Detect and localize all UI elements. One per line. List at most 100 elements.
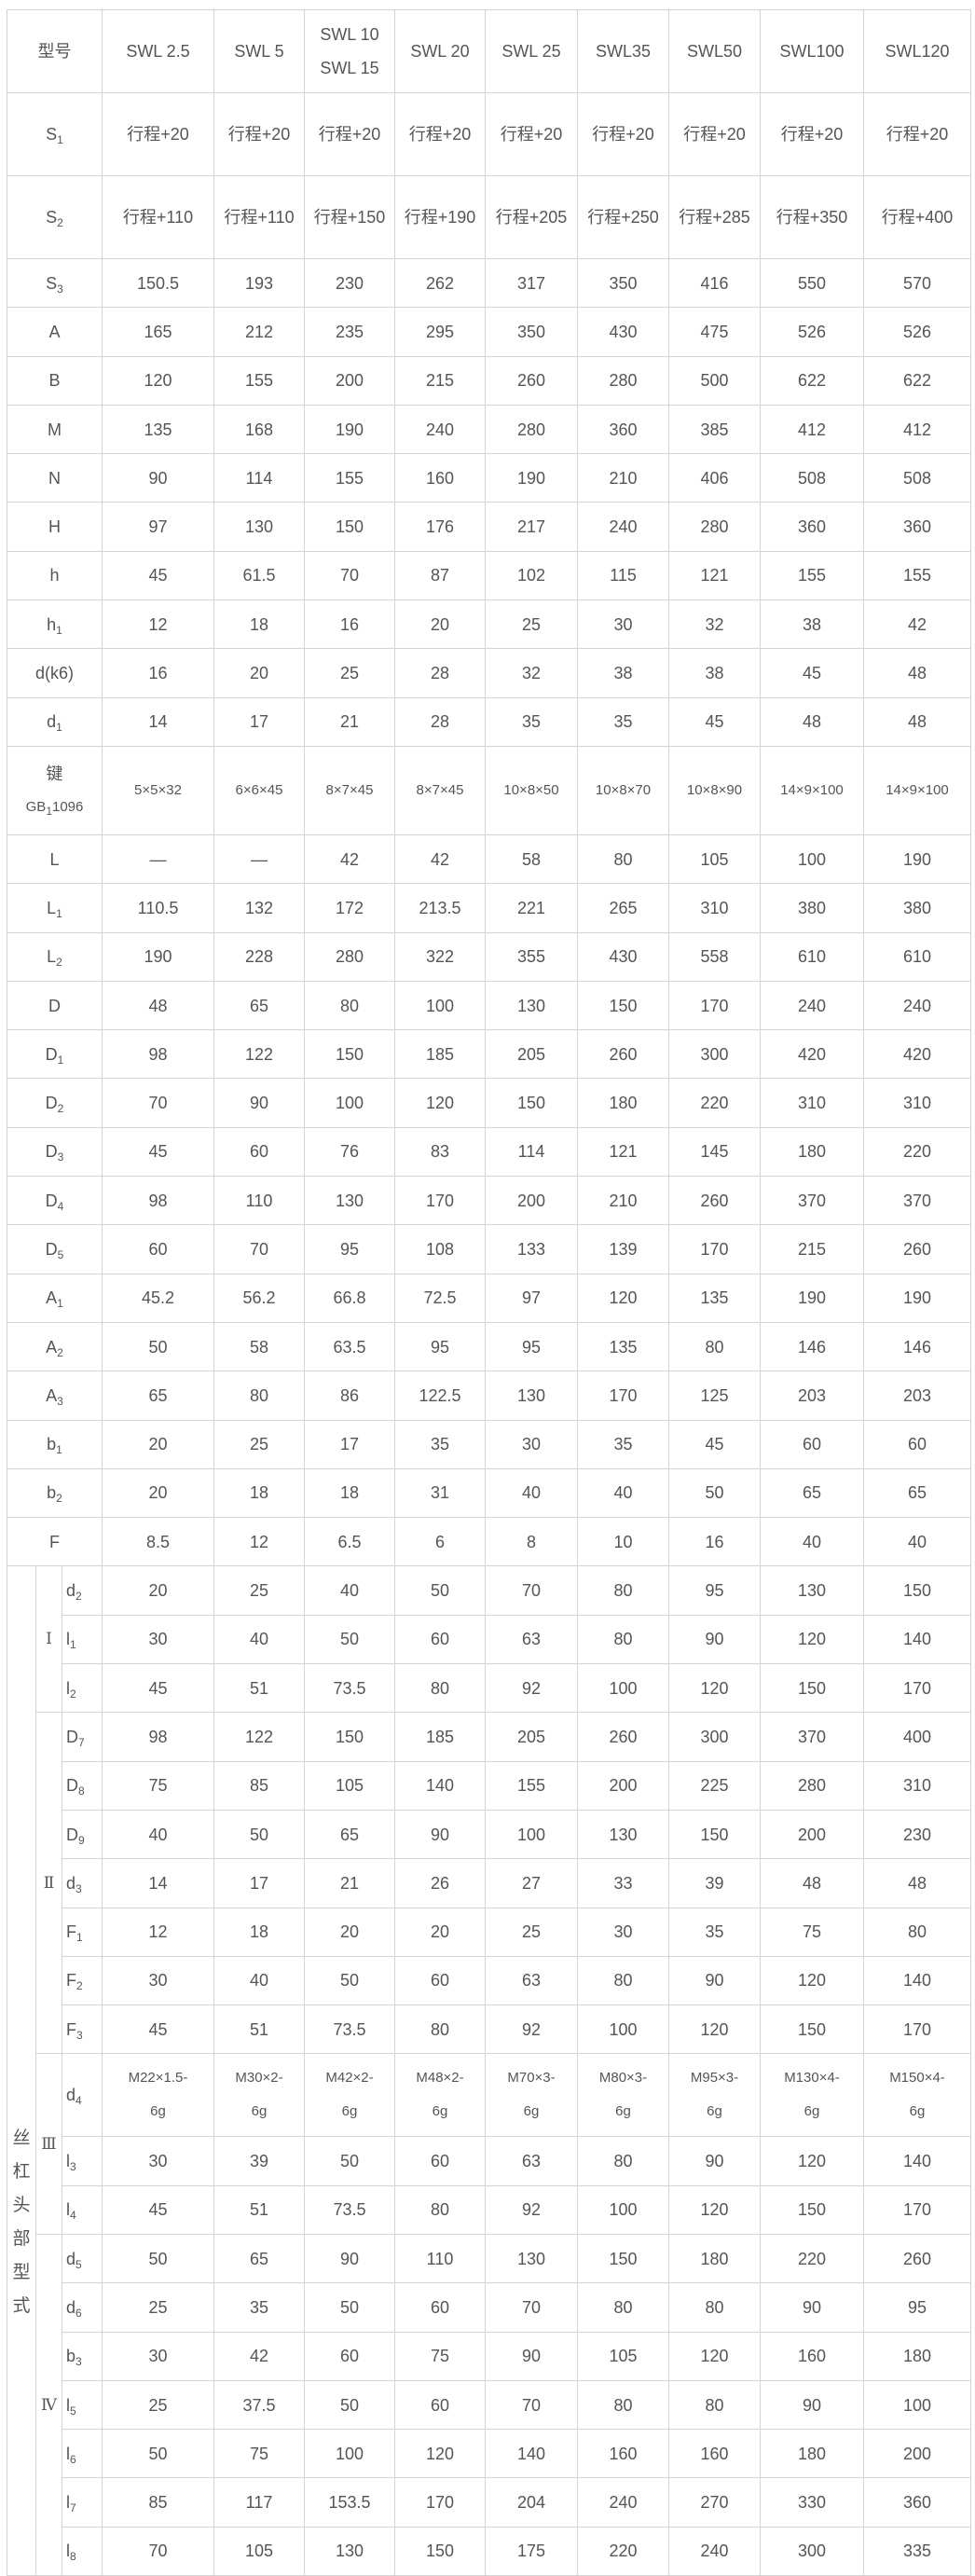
value-cell: 35 — [485, 696, 578, 747]
param-name: F — [66, 2019, 76, 2039]
head-type-numeral: Ⅰ — [46, 1630, 52, 1649]
value-text: 508 — [797, 468, 827, 488]
value-cell: 45 — [102, 1663, 214, 1714]
value-cell: 120 — [668, 2184, 761, 2235]
thread-spec: M30×2-6g — [235, 2070, 283, 2120]
value-text: 86 — [339, 1385, 360, 1405]
value-text: 行程+20 — [683, 125, 746, 144]
value-cell: 180 — [577, 1078, 669, 1128]
value-text: 45 — [148, 566, 168, 585]
value-text: 70 — [521, 2395, 542, 2415]
value-cell: 295 — [394, 307, 486, 357]
value-text: 120 — [700, 2019, 729, 2039]
value-cell: 行程+110 — [102, 175, 214, 259]
value-cell: 406 — [668, 453, 761, 503]
value-text: 27 — [521, 1873, 542, 1893]
row-label: b1 — [7, 1419, 103, 1469]
value-cell: 40 — [304, 1565, 395, 1616]
value-cell: 行程+250 — [577, 175, 669, 259]
value-cell: 100 — [485, 1809, 578, 1860]
value-cell: 行程+285 — [668, 175, 761, 259]
value-text: 50 — [339, 1630, 360, 1649]
value-text: 行程+20 — [127, 125, 189, 144]
table-row: D3 45 60 76 83 114 121 145 180 220 — [7, 1126, 971, 1178]
value-cell: 行程+350 — [760, 175, 864, 259]
value-cell: 35 — [577, 1419, 669, 1469]
value-text: 60 — [802, 1435, 822, 1454]
value-text: 205 — [516, 1727, 546, 1746]
value-cell: 355 — [485, 931, 578, 982]
value-cell: 130 — [213, 502, 305, 552]
table-row: H 97 130 150 176 217 240 280 360 360 — [7, 502, 971, 552]
value-text: 90 — [430, 1825, 450, 1844]
value-cell: 20 — [213, 648, 305, 698]
value-cell: 412 — [863, 404, 971, 455]
value-cell: 28 — [394, 696, 486, 747]
value-cell: 280 — [760, 1760, 864, 1811]
value-cell: 58 — [485, 833, 578, 885]
value-cell: 215 — [394, 355, 486, 406]
value-text: 60 — [430, 2297, 450, 2317]
value-text: 380 — [902, 898, 932, 917]
value-cell: 86 — [304, 1371, 395, 1421]
value-text: 200 — [516, 1191, 546, 1210]
value-text: 45 — [148, 1142, 168, 1162]
value-cell: 31 — [394, 1467, 486, 1519]
value-text: 155 — [797, 566, 827, 585]
param-name: A — [48, 322, 61, 341]
value-text: 114 — [245, 468, 273, 488]
value-text: 150 — [516, 1094, 546, 1113]
value-text: 行程+250 — [587, 208, 659, 227]
value-cell: 30 — [102, 1955, 214, 2006]
value-cell: 526 — [863, 307, 971, 357]
value-cell: 180 — [760, 1126, 864, 1178]
value-cell: 190 — [485, 453, 578, 503]
value-cell: 50 — [102, 1321, 214, 1372]
row-label: d1 — [7, 696, 103, 747]
param-name: l — [66, 2152, 70, 2171]
value-cell: 190 — [863, 1273, 971, 1323]
value-cell: 330 — [760, 2477, 864, 2528]
param-subscript: 7 — [78, 1735, 85, 1749]
value-cell: 25 — [485, 1907, 578, 1957]
value-cell: 90 — [668, 2136, 761, 2186]
value-text: 150 — [335, 1727, 364, 1746]
head-type-label: Ⅳ — [35, 2233, 62, 2576]
value-text: 35 — [613, 1435, 633, 1454]
value-cell: 280 — [577, 355, 669, 406]
value-text: 280 — [516, 420, 546, 439]
value-text: 42 — [430, 849, 450, 869]
value-text: 165 — [144, 322, 172, 341]
value-cell: 80 — [577, 1955, 669, 2006]
value-text: 30 — [148, 2347, 168, 2366]
value-text: 98 — [148, 1727, 168, 1746]
value-text: 400 — [902, 1727, 932, 1746]
table-row: A 165 212 235 295 350 430 475 526 526 — [7, 307, 971, 357]
thread-spec: M150×4-6g — [889, 2070, 945, 2120]
param-name: l — [66, 2200, 70, 2220]
value-text: 14×9×100 — [886, 781, 949, 798]
value-text: 65 — [249, 996, 269, 1015]
value-cell: 95 — [394, 1321, 486, 1372]
table-row: F1 12 18 20 20 25 30 35 75 80 — [7, 1907, 971, 1957]
value-cell: 10×8×50 — [485, 745, 578, 835]
value-cell: 60 — [863, 1419, 971, 1469]
value-text: 63.5 — [333, 1337, 366, 1357]
value-cell: 172 — [304, 883, 395, 933]
value-text: 72.5 — [423, 1288, 457, 1308]
value-text: 30 — [148, 1630, 168, 1649]
value-text: 526 — [902, 322, 932, 341]
value-cell: 360 — [577, 404, 669, 455]
value-cell: 280 — [304, 931, 395, 982]
value-text: 65 — [249, 2249, 269, 2268]
row-label: D — [7, 980, 103, 1031]
value-cell: 180 — [668, 2233, 761, 2284]
value-text: 550 — [797, 273, 827, 293]
value-text: 45.2 — [141, 1288, 175, 1308]
row-label: l1 — [62, 1614, 103, 1665]
value-cell: 90 — [760, 2379, 864, 2431]
value-cell: 185 — [394, 1029, 486, 1080]
table-row: l8 70 105 130 150 175 220 240 300 335 — [7, 2526, 971, 2576]
value-text: 170 — [609, 1385, 638, 1405]
param-name: d — [66, 2249, 76, 2268]
